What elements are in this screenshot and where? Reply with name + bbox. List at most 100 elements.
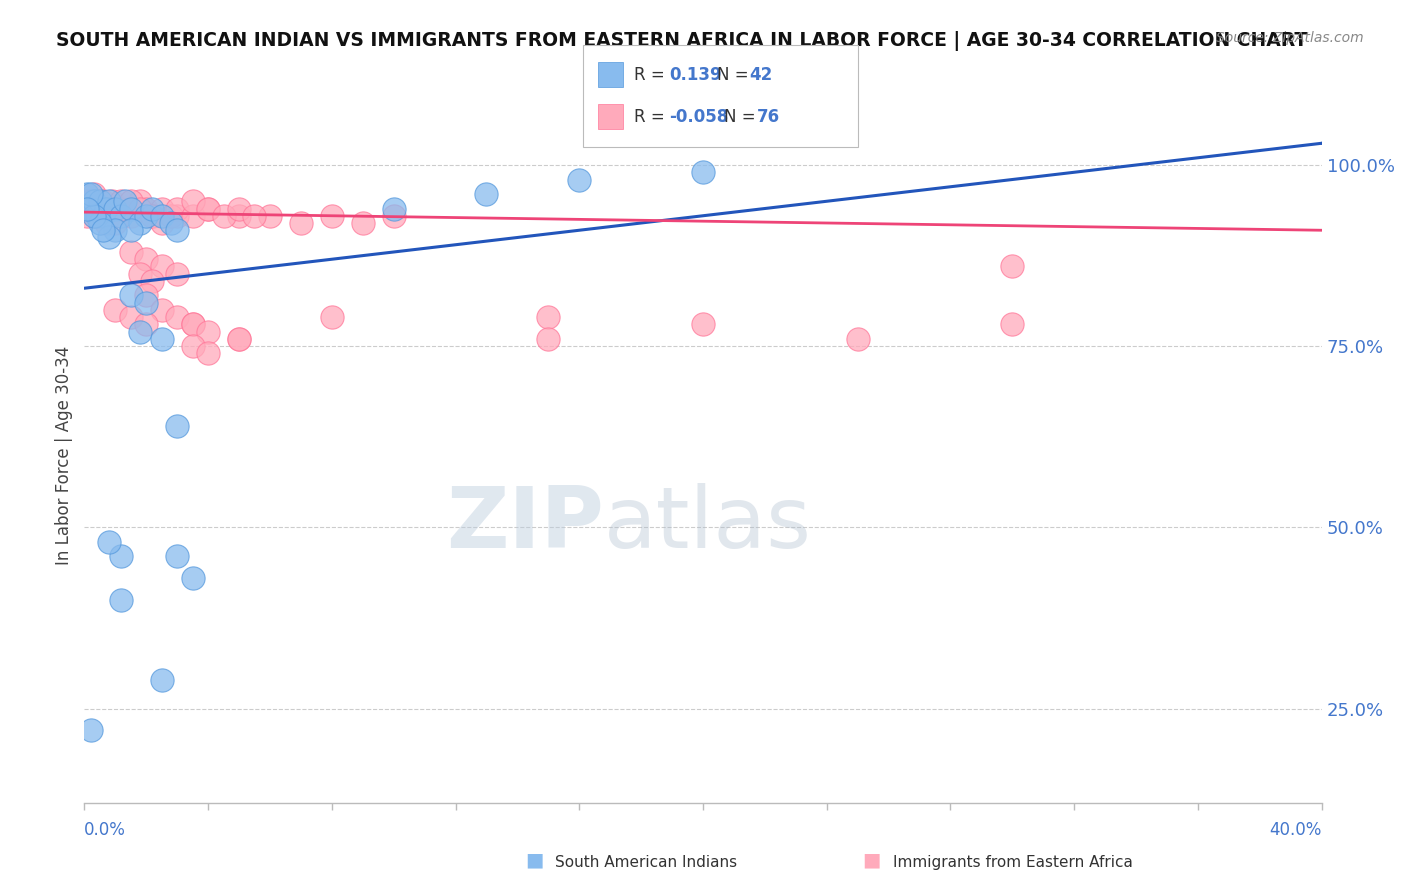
Point [181, 571, 204, 585]
Point [197, 346, 219, 360]
Point [104, 223, 127, 237]
Point [98, 230, 121, 244]
Point [120, 288, 142, 302]
Point [98, 202, 121, 216]
Point [692, 165, 714, 179]
Y-axis label: In Labor Force | Age 30-34: In Labor Force | Age 30-34 [55, 345, 73, 565]
Point [1001, 318, 1024, 332]
Point [110, 592, 132, 607]
Point [86, 209, 108, 223]
Point [79, 723, 101, 738]
Point [114, 194, 136, 209]
Point [228, 209, 250, 223]
Point [76, 187, 98, 202]
Point [110, 202, 132, 216]
Point [141, 209, 163, 223]
Point [150, 260, 173, 274]
Point [83, 209, 105, 223]
Point [382, 209, 405, 223]
Text: 0.139: 0.139 [669, 66, 721, 84]
Point [568, 172, 591, 186]
Point [150, 202, 173, 216]
Point [98, 535, 121, 549]
Text: R =: R = [634, 66, 671, 84]
Point [352, 216, 374, 230]
Point [110, 209, 132, 223]
Point [120, 194, 142, 209]
Text: -0.058: -0.058 [669, 108, 728, 126]
Text: ■: ■ [524, 851, 544, 870]
Point [382, 202, 405, 216]
Point [160, 216, 183, 230]
Point [150, 216, 173, 230]
Point [197, 202, 219, 216]
Point [104, 202, 127, 216]
Text: South American Indians: South American Indians [555, 855, 738, 870]
Point [243, 209, 266, 223]
Point [83, 209, 105, 223]
Point [259, 209, 281, 223]
Point [197, 325, 219, 339]
Point [321, 310, 343, 325]
Point [141, 202, 163, 216]
Text: ZIP: ZIP [446, 483, 605, 566]
Point [129, 267, 152, 281]
Point [181, 318, 204, 332]
Point [135, 202, 157, 216]
Point [129, 216, 152, 230]
Text: 76: 76 [756, 108, 779, 126]
Point [135, 209, 157, 223]
Point [86, 209, 108, 223]
Point [150, 303, 173, 318]
Point [135, 252, 157, 267]
Point [76, 194, 98, 209]
Point [91, 223, 114, 237]
Point [537, 332, 560, 346]
Point [129, 325, 152, 339]
Point [76, 202, 98, 216]
Point [91, 194, 114, 209]
Point [86, 194, 108, 209]
Text: atlas: atlas [605, 483, 813, 566]
Point [79, 187, 101, 202]
Point [150, 209, 173, 223]
Point [79, 202, 101, 216]
Text: 0.0%: 0.0% [84, 821, 127, 838]
Point [98, 209, 121, 223]
Point [181, 318, 204, 332]
Point [228, 202, 250, 216]
Text: N =: N = [717, 66, 754, 84]
Text: SOUTH AMERICAN INDIAN VS IMMIGRANTS FROM EASTERN AFRICA IN LABOR FORCE | AGE 30-: SOUTH AMERICAN INDIAN VS IMMIGRANTS FROM… [56, 31, 1308, 51]
Point [475, 187, 498, 202]
Point [79, 202, 101, 216]
Point [166, 223, 188, 237]
Point [166, 202, 188, 216]
Point [197, 202, 219, 216]
Point [135, 295, 157, 310]
Point [1001, 260, 1024, 274]
Point [846, 332, 869, 346]
Point [104, 202, 127, 216]
Point [120, 245, 142, 260]
Point [150, 332, 173, 346]
Point [129, 202, 152, 216]
Point [692, 318, 714, 332]
Point [141, 209, 163, 223]
Point [166, 419, 188, 434]
Point [135, 318, 157, 332]
Point [120, 223, 142, 237]
Point [83, 187, 105, 202]
Text: R =: R = [634, 108, 671, 126]
Point [181, 339, 204, 353]
Point [89, 194, 111, 209]
Point [120, 310, 142, 325]
Point [104, 216, 127, 230]
Point [79, 194, 101, 209]
Point [89, 202, 111, 216]
Point [76, 209, 98, 223]
Point [181, 209, 204, 223]
Text: 42: 42 [749, 66, 773, 84]
Point [228, 332, 250, 346]
Point [166, 549, 188, 564]
Point [120, 209, 142, 223]
